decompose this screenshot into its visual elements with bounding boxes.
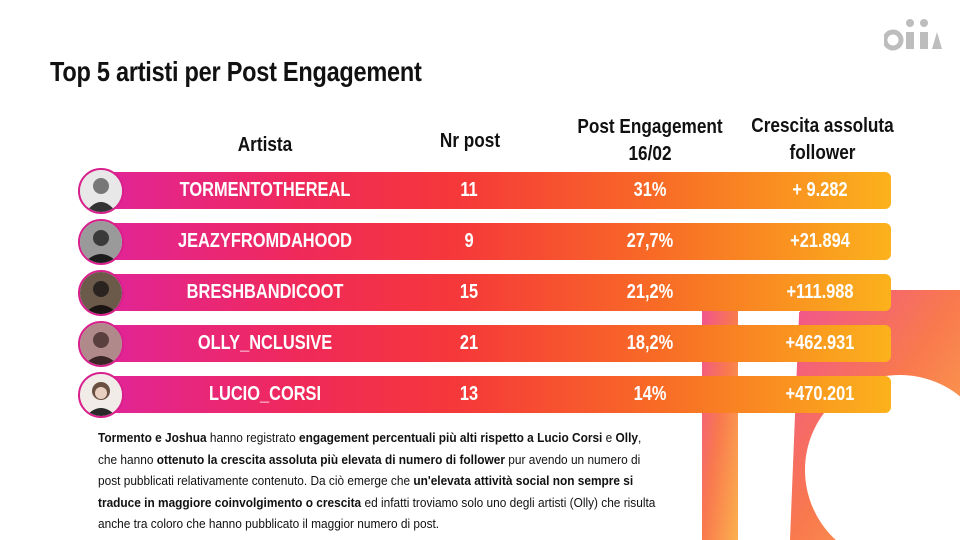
engagement-value: 18,2% — [626, 332, 674, 354]
header-growth: Crescita assoluta follower — [751, 115, 894, 164]
brand-logo-icon — [884, 19, 942, 51]
summary-paragraph: Tormento e Joshua hanno registrato engag… — [98, 430, 656, 532]
engagement-value: 14% — [633, 383, 667, 405]
growth-value: +111.988 — [786, 281, 854, 303]
header-posts: Nr post — [439, 130, 501, 152]
avatar-bresh — [78, 270, 124, 316]
table-row — [100, 325, 891, 362]
artist-name: OLLY_NCLUSIVE — [197, 332, 333, 354]
table-row — [100, 172, 891, 209]
artist-name: JEAZYFROMDAHOOD — [177, 230, 353, 252]
post-count: 15 — [459, 281, 479, 303]
header-artist: Artista — [237, 134, 293, 156]
decorative-ring-hole — [805, 375, 960, 540]
avatar-jeazy — [78, 219, 124, 265]
growth-value: + 9.282 — [792, 179, 848, 201]
table-row — [100, 223, 891, 260]
avatar-lucio — [78, 372, 124, 418]
post-count: 9 — [464, 230, 474, 252]
engagement-value: 31% — [633, 179, 667, 201]
avatar-tormento — [78, 168, 124, 214]
artist-name: LUCIO_CORSI — [208, 383, 322, 405]
post-count: 21 — [459, 332, 479, 354]
post-count: 11 — [460, 179, 478, 201]
table-row — [100, 274, 891, 311]
post-count: 13 — [459, 383, 479, 405]
avatar-olly — [78, 321, 124, 367]
growth-value: +462.931 — [785, 332, 855, 354]
engagement-value: 27,7% — [626, 230, 674, 252]
page-title: Top 5 artisti per Post Engagement — [50, 56, 422, 87]
artist-name: TORMENTOTHEREAL — [179, 179, 351, 201]
artist-name: BRESHBANDICOOT — [186, 281, 344, 303]
growth-value: +21.894 — [790, 230, 850, 252]
table-row — [100, 376, 891, 413]
engagement-value: 21,2% — [626, 281, 674, 303]
growth-value: +470.201 — [785, 383, 855, 405]
header-engagement: Post Engagement 16/02 — [577, 116, 723, 165]
